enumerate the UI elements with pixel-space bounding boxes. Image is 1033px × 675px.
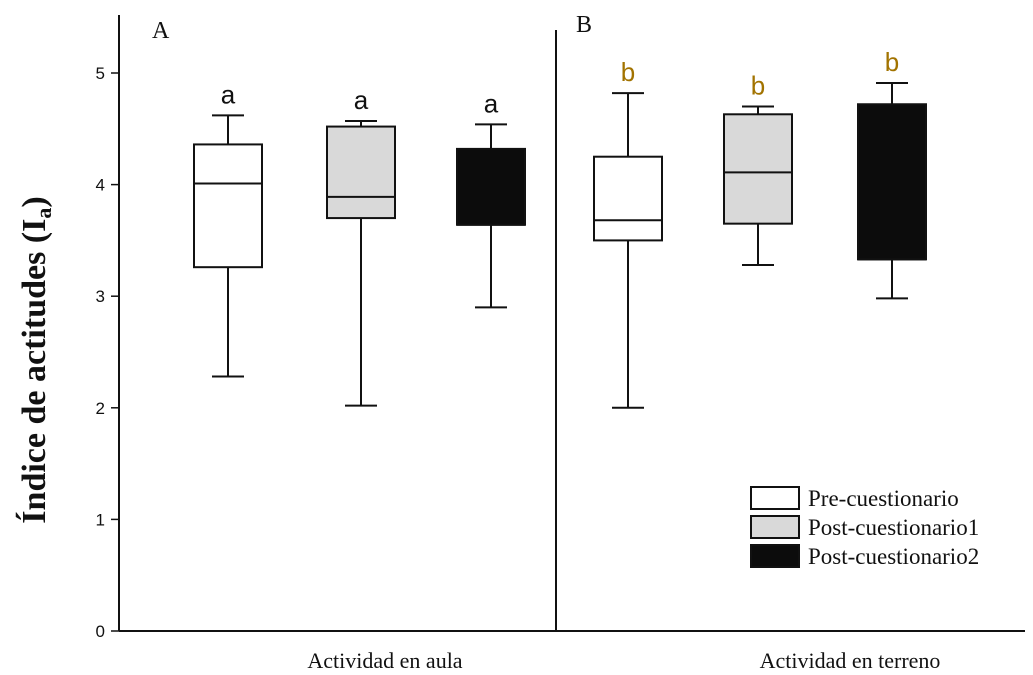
box-plots: a a a b b b [193, 47, 927, 409]
legend-swatch [750, 486, 800, 510]
significance-letter: a [221, 79, 236, 109]
y-tick-label: 3 [96, 287, 105, 306]
y-tick-label: 2 [96, 399, 105, 418]
significance-letter: a [484, 88, 499, 118]
box-plot-B-1: b [593, 57, 663, 409]
x-category-label: Actividad en aula [307, 648, 462, 673]
panel-label-a: A [152, 18, 170, 44]
box-plot-A-1: a [193, 79, 263, 378]
significance-letter: b [751, 70, 765, 100]
panel-label-b: B [576, 12, 592, 38]
y-tick-label: 4 [96, 176, 105, 195]
y-axis-ticks: 0 1 2 3 4 5 [96, 64, 119, 641]
box-iqr [857, 103, 927, 261]
legend: Pre-cuestionario Post-cuestionario1 Post-c… [750, 486, 979, 569]
box-iqr [193, 143, 263, 269]
box-plot-A-2: a [326, 85, 396, 407]
box-iqr [723, 113, 793, 225]
box-iqr [456, 147, 526, 226]
box-plot-B-3: b [857, 47, 927, 300]
legend-label: Post-cuestionario2 [808, 544, 979, 569]
panel-labels: A B Actividad en aula Actividad en terreno [152, 12, 940, 673]
axes [118, 15, 1025, 632]
x-category-label: Actividad en terreno [760, 648, 941, 673]
significance-letter: b [885, 47, 899, 77]
legend-label: Post-cuestionario1 [808, 515, 979, 540]
box-iqr [593, 155, 663, 242]
legend-label: Pre-cuestionario [808, 486, 959, 511]
legend-swatch [750, 544, 800, 568]
significance-letter: a [354, 85, 369, 115]
box-plot-A-3: a [456, 88, 526, 309]
y-tick-label: 5 [96, 64, 105, 83]
box-plot-B-2: b [723, 70, 793, 266]
box-iqr [326, 125, 396, 220]
significance-letter: b [621, 57, 635, 87]
y-tick-label: 1 [96, 510, 105, 529]
legend-swatch [750, 515, 800, 539]
y-axis-title: Índice de actitudes (Ia) [16, 196, 56, 523]
y-tick-label: 0 [96, 622, 105, 641]
